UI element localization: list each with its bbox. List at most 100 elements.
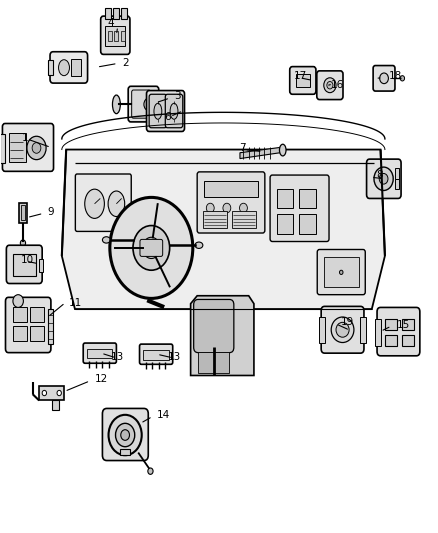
Bar (402, 319, 414, 330)
Bar (39, 385, 64, 400)
FancyBboxPatch shape (101, 16, 130, 54)
Bar (375, 319, 381, 346)
FancyBboxPatch shape (270, 175, 329, 241)
FancyBboxPatch shape (373, 66, 395, 91)
FancyBboxPatch shape (83, 343, 117, 364)
Bar (106, 26, 125, 46)
Text: 1: 1 (21, 133, 28, 143)
Text: 18: 18 (389, 71, 402, 81)
Bar (0, 134, 5, 163)
Bar (30, 308, 44, 322)
Circle shape (144, 98, 154, 111)
Circle shape (148, 468, 153, 474)
Text: 13: 13 (111, 352, 124, 362)
Text: 6: 6 (164, 111, 171, 122)
Bar (87, 349, 113, 359)
Bar (277, 189, 293, 208)
Ellipse shape (85, 189, 104, 219)
FancyBboxPatch shape (367, 159, 401, 198)
Ellipse shape (108, 191, 125, 216)
Circle shape (57, 390, 61, 395)
Circle shape (324, 78, 336, 93)
FancyBboxPatch shape (6, 297, 51, 353)
Bar (402, 335, 414, 346)
Ellipse shape (59, 60, 70, 76)
Text: 12: 12 (95, 374, 108, 384)
Bar (52, 400, 59, 410)
Bar (39, 259, 43, 272)
Bar (296, 74, 310, 87)
Bar (13, 308, 27, 322)
Text: 9: 9 (48, 207, 54, 217)
FancyBboxPatch shape (147, 91, 184, 132)
FancyBboxPatch shape (140, 239, 162, 256)
Circle shape (116, 423, 135, 447)
FancyBboxPatch shape (290, 67, 316, 94)
Text: 10: 10 (20, 255, 33, 265)
Circle shape (121, 430, 130, 440)
Text: 11: 11 (68, 297, 81, 308)
FancyBboxPatch shape (128, 86, 159, 122)
Ellipse shape (331, 317, 354, 343)
Text: 19: 19 (341, 317, 354, 327)
Circle shape (400, 76, 405, 81)
Circle shape (13, 295, 23, 308)
Circle shape (20, 240, 25, 246)
Bar (204, 181, 258, 197)
FancyBboxPatch shape (377, 308, 420, 356)
FancyBboxPatch shape (140, 344, 173, 365)
Circle shape (32, 143, 41, 154)
FancyBboxPatch shape (149, 94, 166, 128)
Circle shape (380, 73, 389, 84)
Text: 7: 7 (239, 143, 245, 153)
Bar (19, 203, 27, 223)
Bar (299, 189, 316, 208)
Bar (113, 7, 119, 19)
Circle shape (109, 415, 142, 455)
Polygon shape (240, 148, 280, 159)
Circle shape (110, 197, 193, 298)
Bar (108, 31, 112, 41)
Bar (48, 60, 53, 75)
Ellipse shape (195, 242, 203, 248)
FancyBboxPatch shape (165, 94, 183, 128)
Ellipse shape (102, 237, 110, 243)
Bar (13, 254, 35, 276)
Circle shape (240, 203, 247, 213)
Text: 14: 14 (157, 410, 170, 421)
Circle shape (133, 225, 170, 270)
FancyBboxPatch shape (194, 300, 234, 353)
FancyBboxPatch shape (102, 408, 148, 461)
Bar (13, 326, 27, 341)
Bar (30, 326, 44, 341)
Bar (360, 317, 366, 343)
Text: 15: 15 (397, 320, 410, 330)
Bar (48, 309, 53, 344)
Bar (385, 335, 397, 346)
Bar (203, 211, 227, 228)
Text: 4: 4 (108, 18, 114, 28)
Ellipse shape (336, 322, 349, 337)
Circle shape (379, 173, 388, 184)
Ellipse shape (279, 144, 286, 156)
Circle shape (327, 82, 333, 89)
FancyBboxPatch shape (7, 245, 42, 284)
Circle shape (42, 390, 46, 395)
Bar (9, 133, 26, 162)
Text: 2: 2 (122, 59, 129, 68)
Bar (385, 319, 397, 330)
Circle shape (143, 237, 160, 259)
Text: 16: 16 (331, 80, 344, 90)
Bar (106, 7, 111, 19)
Circle shape (223, 203, 231, 213)
Ellipse shape (154, 103, 162, 119)
Bar (299, 214, 316, 233)
Bar (121, 31, 125, 41)
Text: 8: 8 (376, 170, 383, 180)
Bar (277, 214, 293, 233)
FancyBboxPatch shape (317, 249, 365, 295)
Text: 3: 3 (174, 91, 181, 101)
Circle shape (374, 167, 393, 190)
Bar (395, 168, 399, 179)
Bar (319, 317, 325, 343)
